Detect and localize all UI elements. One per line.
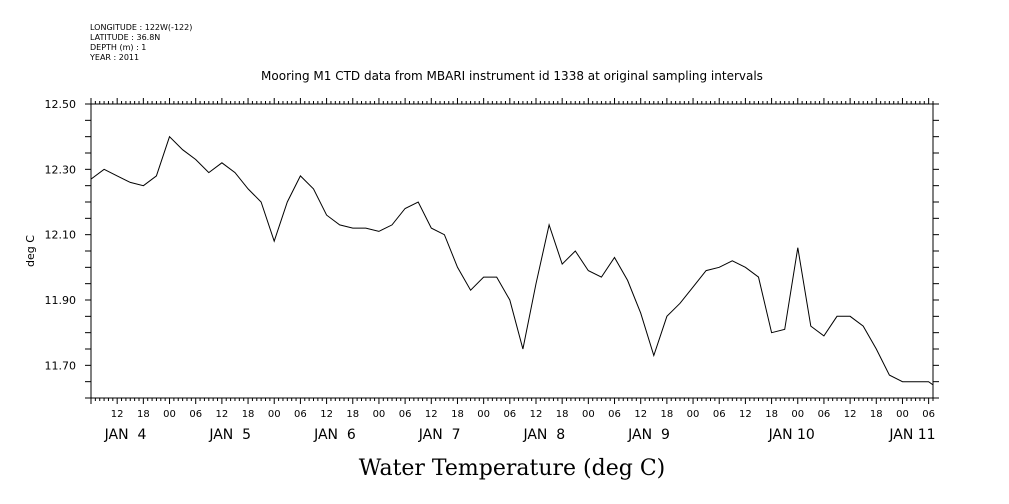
x-hour-label: 00 <box>896 409 909 420</box>
x-day-label: JAN 4 <box>104 427 147 443</box>
x-day-label: JAN 8 <box>522 427 565 443</box>
longitude-label: LONGITUDE : 122W(-122) <box>90 23 192 32</box>
x-hour-label: 06 <box>922 409 935 420</box>
tick-marks <box>85 98 939 404</box>
x-hour-label: 12 <box>844 409 857 420</box>
x-day-label: JAN 6 <box>313 427 356 443</box>
x-day-label: JAN 7 <box>418 427 461 443</box>
latitude-label: LATITUDE : 36.8N <box>90 33 160 42</box>
x-day-label: JAN 10 <box>768 427 815 443</box>
x-hour-label: 12 <box>216 409 229 420</box>
x-hour-label: 12 <box>320 409 333 420</box>
x-hour-label: 12 <box>530 409 543 420</box>
y-tick-label: 12.10 <box>45 229 77 242</box>
year-label: YEAR : 2011 <box>89 53 139 62</box>
x-hour-label: 06 <box>608 409 621 420</box>
x-day-label: JAN 11 <box>888 427 935 443</box>
x-hour-label: 06 <box>399 409 412 420</box>
plot-frame <box>90 103 934 399</box>
x-hour-label: 18 <box>451 409 464 420</box>
x-hour-label: 18 <box>556 409 569 420</box>
x-hour-label: 06 <box>294 409 307 420</box>
temperature-series-line <box>90 135 934 386</box>
x-hour-label: 00 <box>582 409 595 420</box>
x-hour-label: 18 <box>242 409 255 420</box>
y-tick-labels: 12.50 12.30 12.10 11.90 11.70 <box>45 98 77 372</box>
x-day-label: JAN 9 <box>627 427 670 443</box>
y-tick-label: 11.70 <box>45 359 77 372</box>
x-hour-label: 12 <box>739 409 752 420</box>
depth-label: DEPTH (m) : 1 <box>90 43 146 52</box>
x-hour-label: 06 <box>713 409 726 420</box>
x-hour-label: 06 <box>189 409 202 420</box>
x-hour-label: 00 <box>791 409 804 420</box>
x-hour-label: 18 <box>661 409 674 420</box>
x-hour-label: 00 <box>477 409 490 420</box>
chart-title: Mooring M1 CTD data from MBARI instrumen… <box>261 69 763 83</box>
x-hour-label: 12 <box>111 409 124 420</box>
x-hour-label: 12 <box>425 409 438 420</box>
x-hour-label: 06 <box>503 409 516 420</box>
y-tick-label: 11.90 <box>45 294 77 307</box>
x-hour-label: 18 <box>765 409 778 420</box>
metadata-block: LONGITUDE : 122W(-122) LATITUDE : 36.8N … <box>89 23 192 62</box>
x-hour-label: 00 <box>687 409 700 420</box>
x-axis-caption: Water Temperature (deg C) <box>359 456 666 481</box>
x-hour-label: 06 <box>818 409 831 420</box>
x-hour-label: 00 <box>163 409 176 420</box>
y-axis-label: deg C <box>24 235 37 267</box>
x-hour-label: 18 <box>137 409 150 420</box>
x-hour-tick-labels: 12 18 00 06 12 18 00 06 12 18 00 06 12 18 00 06 12 18 00 06… <box>111 409 935 420</box>
x-day-label: JAN 5 <box>208 427 251 443</box>
x-hour-label: 12 <box>634 409 647 420</box>
x-hour-label: 18 <box>346 409 359 420</box>
y-tick-label: 12.30 <box>45 163 77 176</box>
x-hour-label: 00 <box>268 409 281 420</box>
y-tick-label: 12.50 <box>45 98 77 111</box>
x-hour-label: 18 <box>870 409 883 420</box>
x-day-labels: JAN 4 JAN 5 JAN 6 JAN 7 JAN 8 JAN 9 JAN 10 JAN … <box>104 427 936 443</box>
x-hour-label: 00 <box>373 409 386 420</box>
